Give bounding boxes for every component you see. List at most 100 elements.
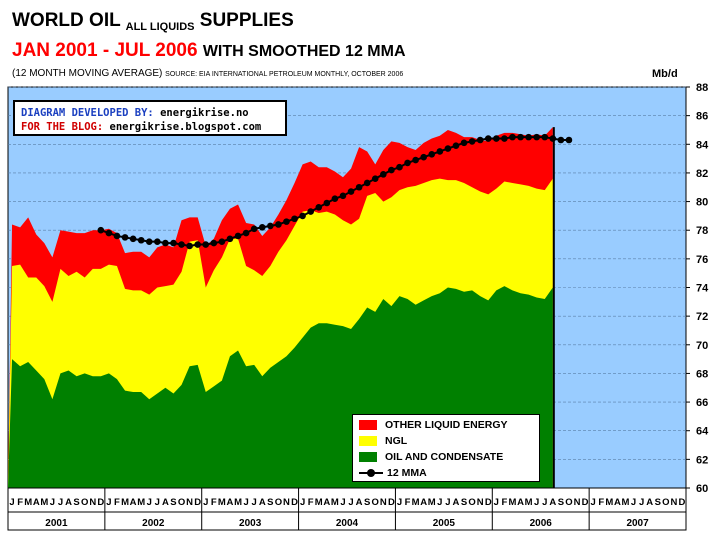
- y-tick-label: 64: [696, 426, 709, 438]
- month-label: A: [549, 497, 556, 508]
- y-tick-label: 78: [696, 225, 708, 237]
- month-label: N: [670, 497, 677, 508]
- mma-point: [137, 236, 145, 244]
- month-label: M: [331, 497, 339, 508]
- month-label: A: [227, 497, 234, 508]
- mma-point: [428, 151, 436, 158]
- mma-point: [291, 215, 298, 223]
- mma-point: [258, 224, 266, 231]
- legend-swatch-mma: [359, 468, 383, 478]
- month-label: M: [218, 497, 226, 508]
- legend-item-oil: OIL AND CONDENSATE: [359, 450, 503, 464]
- month-label: D: [485, 497, 492, 508]
- y-tick-label: 88: [696, 82, 708, 94]
- month-label: D: [582, 497, 589, 508]
- mma-point: [323, 199, 331, 207]
- month-label: A: [162, 497, 169, 508]
- mma-point: [162, 239, 169, 247]
- month-label: N: [574, 497, 581, 508]
- mma-point: [186, 242, 193, 250]
- month-label: O: [662, 497, 669, 508]
- month-label: S: [267, 497, 273, 508]
- mma-point: [113, 232, 121, 240]
- mma-point: [517, 133, 524, 141]
- y-tick-label: 68: [696, 368, 708, 380]
- mma-point: [509, 133, 516, 141]
- mma-point: [267, 222, 274, 230]
- month-label: M: [428, 497, 436, 508]
- mma-point: [501, 135, 508, 142]
- mma-point: [549, 135, 557, 142]
- month-label: M: [40, 497, 48, 508]
- month-label: J: [348, 497, 353, 508]
- mma-point: [170, 239, 177, 247]
- y-tick-label: 60: [696, 483, 708, 495]
- month-label: M: [121, 497, 129, 508]
- year-label: 2003: [239, 518, 262, 529]
- mma-point: [541, 133, 549, 141]
- month-label: O: [372, 497, 379, 508]
- month-label: J: [631, 497, 636, 508]
- y-tick-label: 72: [696, 311, 708, 323]
- year-label: 2005: [433, 518, 456, 529]
- month-label: F: [211, 497, 217, 508]
- y-tick-label: 86: [696, 111, 708, 123]
- month-label: J: [445, 497, 450, 508]
- month-label: F: [308, 497, 314, 508]
- month-label: J: [494, 497, 499, 508]
- mma-point: [452, 142, 460, 150]
- mma-point: [363, 179, 371, 187]
- month-label: N: [89, 497, 96, 508]
- y-tick-label: 62: [696, 454, 708, 466]
- mma-point: [476, 136, 484, 144]
- mma-point: [444, 145, 452, 152]
- legend-swatch-other: [359, 420, 377, 430]
- mma-point: [234, 232, 242, 240]
- month-label: S: [655, 497, 661, 508]
- month-label: N: [380, 497, 387, 508]
- month-label: J: [340, 497, 345, 508]
- legend: OTHER LIQUID ENERGY NGL OIL AND CONDENSA…: [352, 414, 540, 482]
- month-label: A: [517, 497, 524, 508]
- mma-point: [388, 166, 395, 174]
- mma-point: [299, 212, 306, 220]
- year-label: 2002: [142, 518, 165, 529]
- mma-point: [371, 175, 379, 182]
- month-label: J: [300, 497, 305, 508]
- month-label: A: [259, 497, 266, 508]
- mma-point: [178, 241, 185, 248]
- month-label: M: [24, 497, 32, 508]
- month-label: O: [565, 497, 572, 508]
- month-label: A: [130, 497, 137, 508]
- month-label: D: [388, 497, 395, 508]
- mma-point: [250, 225, 258, 233]
- month-label: N: [186, 497, 193, 508]
- y-tick-label: 74: [696, 283, 709, 295]
- year-label: 2004: [336, 518, 359, 529]
- mma-point: [105, 229, 113, 237]
- mma-point: [347, 188, 355, 195]
- year-label: 2007: [626, 518, 649, 529]
- month-label: A: [65, 497, 72, 508]
- mma-point: [355, 183, 363, 191]
- month-label: J: [243, 497, 248, 508]
- month-label: J: [252, 497, 257, 508]
- mma-point: [468, 138, 476, 145]
- month-label: D: [97, 497, 104, 508]
- month-label: M: [525, 497, 533, 508]
- source-note: SOURCE: EIA INTERNATIONAL PETROLEUM MONT…: [165, 71, 404, 78]
- mma-point: [129, 235, 137, 243]
- mma-point: [533, 133, 540, 141]
- month-label: M: [605, 497, 613, 508]
- month-label: M: [234, 497, 242, 508]
- month-label: O: [81, 497, 88, 508]
- month-label: M: [622, 497, 630, 508]
- month-label: F: [501, 497, 507, 508]
- legend-item-other: OTHER LIQUID ENERGY: [359, 418, 508, 432]
- y-tick-label: 66: [696, 397, 708, 409]
- y-tick-label: 82: [696, 168, 708, 180]
- y-axis-unit: Mb/d: [652, 68, 678, 80]
- month-label: M: [509, 497, 517, 508]
- mma-point: [396, 163, 403, 171]
- month-label: J: [639, 497, 644, 508]
